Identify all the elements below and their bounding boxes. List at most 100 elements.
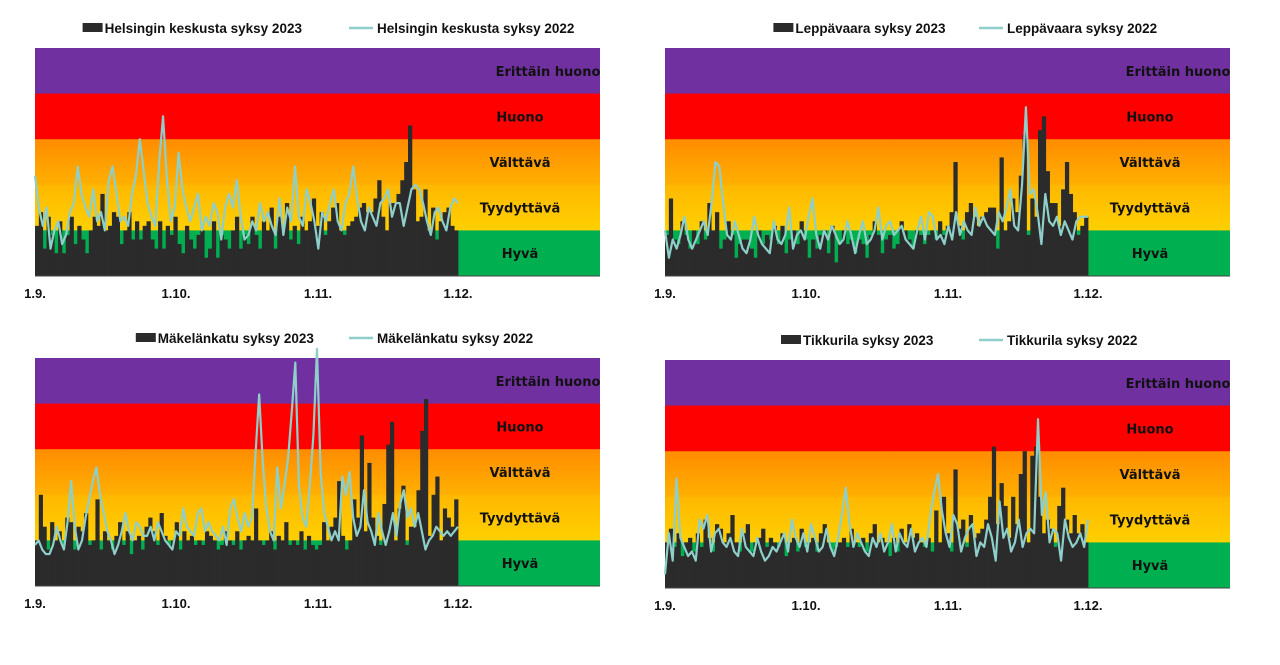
bar-2023 <box>54 253 59 276</box>
bar-2023 <box>768 239 774 276</box>
bar-2023 <box>795 551 800 588</box>
bar-2023 <box>250 540 255 586</box>
bar-2023 <box>1045 519 1050 588</box>
bar-2023 <box>87 544 93 586</box>
bar-2023 <box>152 531 157 586</box>
bar-2023 <box>42 248 47 276</box>
bar-2023 <box>114 535 119 586</box>
bar-2023 <box>188 239 194 276</box>
band-label-3: Tyydyttävä <box>1110 514 1191 529</box>
bar-2023 <box>861 244 866 276</box>
bar-2023 <box>193 544 198 586</box>
legend-label-2023: Tikkurila syksy 2023 <box>803 333 934 348</box>
bar-2023 <box>84 513 89 586</box>
bar-2023 <box>292 225 297 276</box>
bar-2023 <box>718 528 724 588</box>
legend-label-2022: Mäkelänkatu syksy 2022 <box>377 331 533 346</box>
bar-2023 <box>891 248 897 276</box>
bar-2023 <box>68 522 74 586</box>
chart-leppavaara: Leppävaara syksy 2023 Leppävaara syksy 20… <box>630 8 1230 308</box>
bar-2023 <box>416 490 421 586</box>
bar-2023 <box>238 549 244 586</box>
bar-2023 <box>284 522 289 586</box>
bar-2023 <box>776 546 781 588</box>
bar-2023 <box>208 535 213 586</box>
bar-2023 <box>1080 524 1085 588</box>
bar-2023 <box>864 257 870 276</box>
band-label-1: Huono <box>1126 110 1173 125</box>
bar-2023 <box>50 234 55 276</box>
bar-2023 <box>386 444 391 586</box>
band-label-2: Välttävä <box>489 156 550 171</box>
bar-2023 <box>288 239 294 276</box>
bar-2023 <box>803 546 808 588</box>
bar-2023 <box>749 551 754 588</box>
bar-2023 <box>895 244 900 276</box>
bar-2023 <box>397 508 402 586</box>
bar-2023 <box>968 515 974 588</box>
bar-2023 <box>1026 542 1031 588</box>
band-label-2: Välttävä <box>1119 156 1180 171</box>
bar-2023 <box>1072 212 1077 276</box>
bar-2023 <box>780 225 785 276</box>
bar-2023 <box>133 540 138 586</box>
bar-2023 <box>212 540 217 586</box>
bar-2023 <box>722 239 727 276</box>
bar-2023 <box>945 225 950 276</box>
bar-2023 <box>934 510 939 588</box>
bar-2023 <box>907 239 912 276</box>
bar-2023 <box>92 216 97 276</box>
bar-2023 <box>891 537 897 588</box>
bar-2023 <box>684 542 689 588</box>
bar-2023 <box>438 221 444 276</box>
bar-2023 <box>934 239 939 276</box>
bar-2023 <box>818 533 824 588</box>
bar-2023 <box>776 244 781 276</box>
bar-2023 <box>280 540 285 586</box>
bar-2023 <box>899 221 904 276</box>
legend: Tikkurila syksy 2023 Tikkurila syksy 2022 <box>781 333 1137 348</box>
band-2 <box>35 139 600 186</box>
bar-2023 <box>234 216 240 276</box>
x-tick-label: 1.9. <box>24 596 46 611</box>
bar-2023 <box>899 528 904 588</box>
band-label-1: Huono <box>496 420 543 435</box>
band-2 <box>665 139 1230 186</box>
bar-2023 <box>148 517 153 586</box>
bar-2023 <box>761 244 766 276</box>
bar-2023 <box>1084 216 1089 276</box>
bar-2023 <box>454 230 459 276</box>
band-label-4: Hyvä <box>502 557 539 572</box>
x-tick-label: 1.11. <box>304 596 332 611</box>
x-tick-label: 1.10. <box>792 286 821 301</box>
bar-2023 <box>814 248 820 276</box>
bar-2023 <box>784 253 789 276</box>
bar-2023 <box>730 234 735 276</box>
bar-2023 <box>707 203 712 276</box>
chart-makelankatu: Mäkelänkatu syksy 2023 Mäkelänkatu syksy … <box>0 318 600 618</box>
band-1 <box>35 403 600 450</box>
bar-2023 <box>411 189 417 276</box>
bar-2023 <box>58 221 63 276</box>
bar-2023 <box>1064 162 1070 276</box>
bar-2023 <box>69 216 74 276</box>
bar-2023 <box>1003 505 1008 588</box>
bar-2023 <box>322 522 327 586</box>
bar-2023 <box>818 234 824 276</box>
bar-2023 <box>169 234 174 276</box>
line-2022 <box>663 418 1090 575</box>
bar-2023 <box>415 221 420 276</box>
bar-2023 <box>178 549 183 586</box>
bar-2023 <box>325 540 330 586</box>
bar-2023 <box>791 230 797 276</box>
bar-2023 <box>880 253 885 276</box>
band-label-2: Välttävä <box>1119 468 1180 483</box>
x-tick-label: 1.9. <box>24 286 46 301</box>
bar-2023 <box>76 526 81 586</box>
bar-2023 <box>358 207 363 276</box>
bar-2023 <box>830 551 835 588</box>
bar-2023 <box>1053 546 1058 588</box>
bar-2023 <box>807 542 812 588</box>
bar-2023 <box>1014 212 1020 276</box>
bar-2023 <box>918 542 924 588</box>
